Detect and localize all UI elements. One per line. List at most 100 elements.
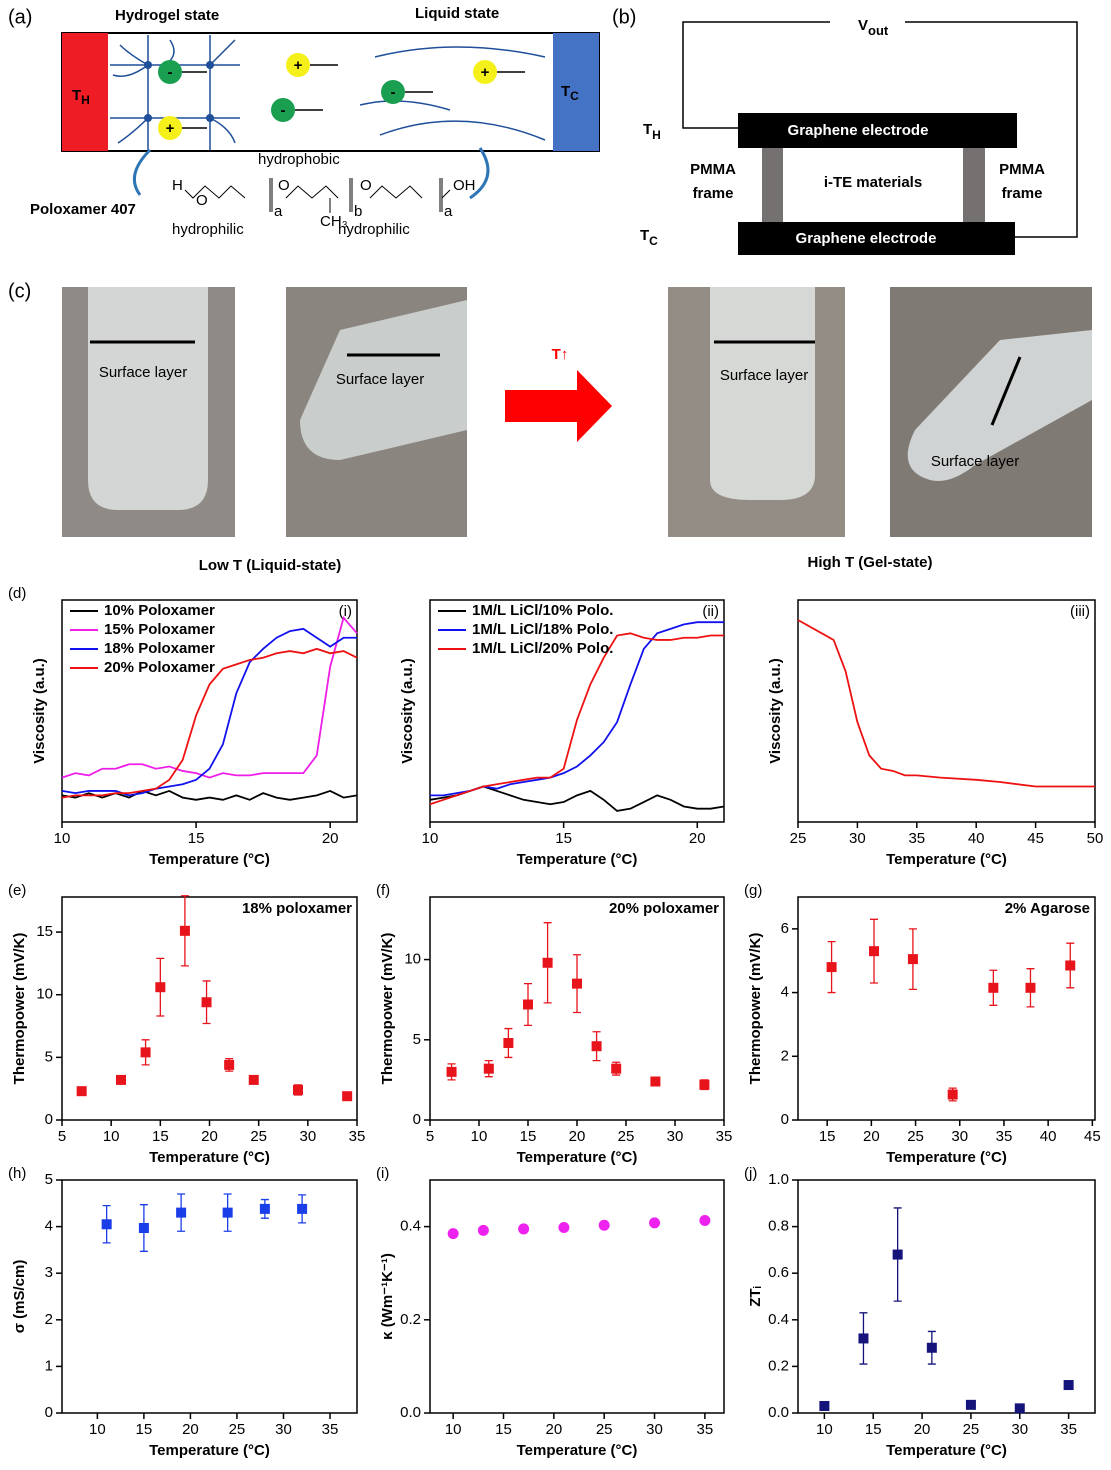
frame (762, 148, 783, 222)
x-tick-label: 10 (89, 1421, 106, 1438)
hydrophobic: hydrophobic (258, 151, 340, 168)
y-tick-label: 4 (781, 984, 789, 1001)
point (141, 1047, 151, 1057)
sub: H (652, 128, 661, 142)
point (611, 1064, 621, 1074)
panel-label: (f) (376, 882, 390, 899)
atom: H (172, 177, 183, 194)
x-tick-label: 50 (1087, 830, 1104, 847)
x-tick-label: 20 (569, 1128, 586, 1145)
y-tick-label: 0 (413, 1111, 421, 1128)
point (293, 1085, 303, 1095)
x-axis-label: Temperature (°C) (149, 851, 270, 868)
point (1065, 960, 1075, 970)
y-tick-label: 2 (781, 1047, 789, 1064)
x-tick-label: 20 (182, 1421, 199, 1438)
sub: C (570, 89, 579, 103)
point (503, 1038, 513, 1048)
legend-label: 20% Poloxamer (104, 659, 215, 676)
y-axis-label: Viscosity (a.u.) (31, 658, 48, 764)
atom: O (278, 177, 290, 194)
x-tick-label: 30 (951, 1128, 968, 1145)
hot-label: TH (643, 121, 661, 142)
point (948, 1090, 958, 1100)
x-tick-label: 40 (1040, 1128, 1057, 1145)
x-tick-label: 15 (520, 1128, 537, 1145)
point (447, 1067, 457, 1077)
x-axis-label: Temperature (°C) (886, 851, 1007, 868)
y-axis-label: Viscosity (a.u.) (399, 658, 416, 764)
v: V (858, 17, 868, 34)
x-tick-label: 35 (1060, 1421, 1077, 1438)
x-tick-label: 25 (250, 1128, 267, 1145)
y-axis-label: κ (Wm⁻¹K⁻¹) (379, 1253, 396, 1340)
x-tick-label: 5 (58, 1128, 66, 1145)
point (116, 1075, 126, 1085)
point (484, 1064, 494, 1074)
plot-frame (798, 897, 1095, 1120)
y-tick-label: 6 (781, 920, 789, 937)
x-axis-label: Temperature (°C) (886, 1442, 1007, 1459)
plot-frame (430, 1180, 724, 1413)
point (966, 1400, 976, 1410)
t: T (72, 87, 81, 104)
y-tick-label: 3 (45, 1264, 53, 1281)
point (893, 1250, 903, 1260)
x-tick-label: 35 (697, 1421, 714, 1438)
y-axis-label: ZTᵢ (747, 1286, 764, 1306)
y-axis-label: Thermopower (mV/K) (379, 933, 396, 1085)
point (1064, 1380, 1074, 1390)
tube (710, 287, 815, 500)
surface-label: Surface layer (931, 453, 1019, 470)
x-tick-label: 10 (422, 830, 439, 847)
x-tick-label: 15 (555, 830, 572, 847)
panel-label: (c) (8, 280, 31, 302)
point (223, 1208, 233, 1218)
t: T (643, 121, 652, 138)
y-tick-label: 0 (45, 1111, 53, 1128)
x-tick-label: 25 (790, 830, 807, 847)
y-tick-label: 15 (36, 923, 53, 940)
plot-frame (798, 600, 1095, 822)
point (523, 999, 533, 1009)
point (342, 1091, 352, 1101)
hydrophilic: hydrophilic (338, 221, 410, 238)
x-tick-label: 30 (849, 830, 866, 847)
annotation: (ii) (702, 603, 719, 620)
heat-arrow (505, 370, 612, 442)
state-label: Low T (Liquid-state) (199, 557, 341, 574)
annotation: 2% Agarose (1005, 900, 1090, 917)
legend-label: 10% Poloxamer (104, 602, 215, 619)
electrode-label: Graphene electrode (788, 122, 929, 139)
panel-label: (g) (744, 882, 762, 899)
panel-label: (d) (8, 585, 26, 602)
t: T (640, 227, 649, 244)
point (927, 1343, 937, 1353)
legend-label: 1M/L LiCl/10% Polo. (472, 602, 613, 619)
point (478, 1225, 489, 1236)
point (592, 1041, 602, 1051)
point (869, 946, 879, 956)
y-tick-label: 0.2 (768, 1357, 789, 1374)
tube (88, 287, 208, 510)
point (139, 1223, 149, 1233)
panel-b: (b) Vout Graphene electrode Graphene ele… (612, 6, 1077, 255)
x-tick-label: 35 (996, 1128, 1013, 1145)
panel-label: (i) (376, 1165, 389, 1182)
y-tick-label: 0.6 (768, 1264, 789, 1281)
point (699, 1215, 710, 1226)
y-axis-label: Thermopower (mV/K) (747, 933, 764, 1085)
point (249, 1075, 259, 1085)
y-tick-label: 0 (781, 1111, 789, 1128)
x-axis-label: Temperature (°C) (517, 1442, 638, 1459)
x-tick-label: 30 (299, 1128, 316, 1145)
group: OH (453, 177, 476, 194)
cation: + (481, 64, 490, 81)
cation: + (294, 57, 303, 74)
surface-label: Surface layer (720, 367, 808, 384)
plot-frame (798, 1180, 1095, 1413)
anion: - (168, 64, 173, 81)
x-tick-label: 10 (471, 1128, 488, 1145)
point (1025, 983, 1035, 993)
x-tick-label: 45 (1027, 830, 1044, 847)
